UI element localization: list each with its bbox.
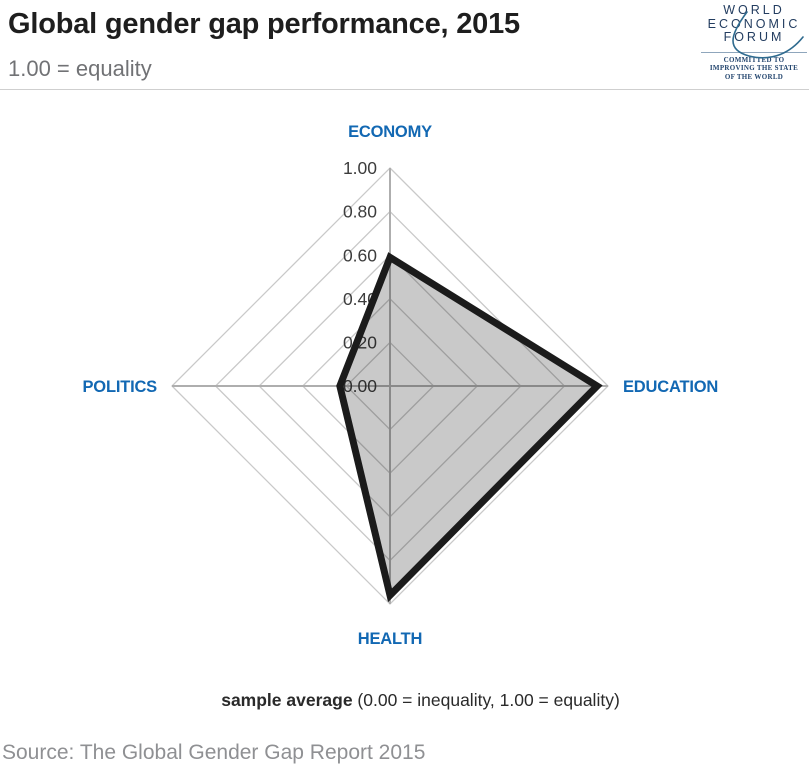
wef-tagline-line-2: IMPROVING THE STATE (709, 64, 799, 72)
chart-caption: sample average (0.00 = inequality, 1.00 … (0, 690, 809, 711)
wef-tagline-line-3: OF THE WORLD (724, 72, 784, 81)
data-polygon-sample-average (336, 252, 603, 603)
wef-logo: WORLD ECONOMIC FORUM COMMITTED TO IMPROV… (701, 3, 807, 81)
caption-series-name: sample average (221, 690, 353, 710)
axis-label-politics: POLITICS (83, 378, 158, 396)
tick-label: 0.80 (343, 202, 377, 222)
axis-label-health: HEALTH (358, 630, 423, 648)
tick-label: 1.00 (343, 158, 377, 178)
page-subtitle: 1.00 = equality (8, 56, 152, 81)
axis-label-education: EDUCATION (623, 378, 718, 396)
source-credit: Source: The Global Gender Gap Report 201… (2, 741, 426, 764)
axis-label-economy: ECONOMY (348, 123, 432, 141)
page-title: Global gender gap performance, 2015 (8, 8, 520, 40)
wef-tagline-line-1: COMMITTED TO (723, 55, 785, 64)
tick-label: 0.00 (343, 376, 377, 396)
header-divider (0, 89, 809, 90)
tick-label: 0.60 (343, 245, 377, 265)
caption-scale-note: (0.00 = inequality, 1.00 = equality) (352, 690, 620, 710)
